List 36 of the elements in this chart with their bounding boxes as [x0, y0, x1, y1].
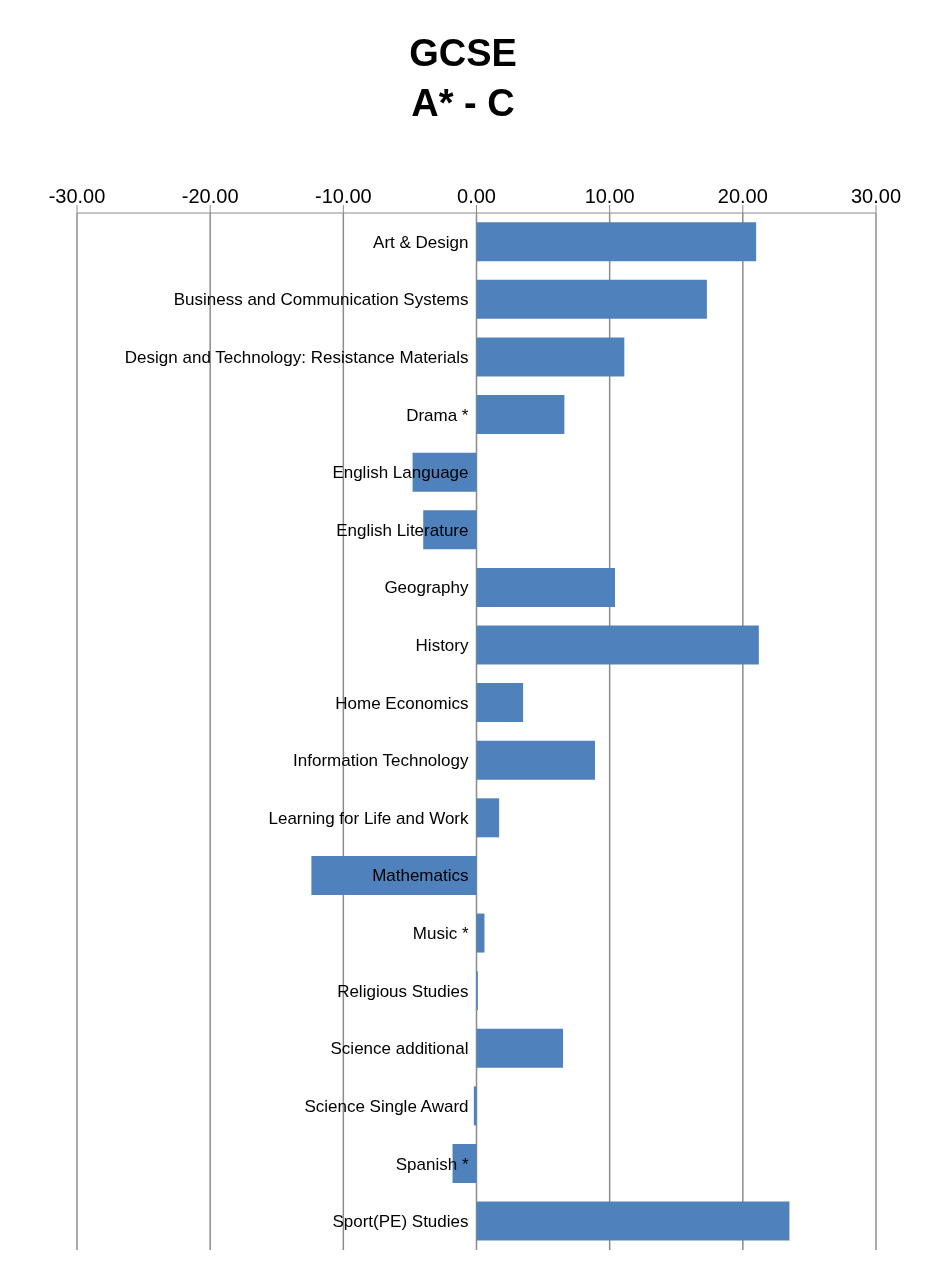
x-tick-label: -30.00	[48, 185, 106, 207]
x-tick-label: 0.00	[457, 185, 496, 207]
y-tick-label: Science Single Award	[304, 1096, 469, 1116]
bar	[311, 855, 477, 895]
bar	[473, 1086, 477, 1126]
y-tick-label: History	[415, 636, 469, 656]
y-tick-label: Learning for Life and Work	[268, 808, 469, 828]
y-tick-label: Home Economics	[335, 693, 469, 713]
x-tick-label: -10.00	[314, 185, 372, 207]
bar	[476, 1201, 790, 1241]
y-tick-label: Art & Design	[373, 232, 469, 252]
y-tick-label: Religious Studies	[337, 981, 469, 1001]
x-tick-label: 20.00	[717, 185, 768, 207]
bar	[476, 740, 596, 780]
bar	[476, 625, 759, 665]
x-tick-label: 30.00	[850, 185, 902, 207]
y-tick-label: Mathematics	[372, 866, 469, 886]
y-tick-label: Sport(PE) Studies	[332, 1212, 469, 1232]
bar	[476, 395, 565, 435]
y-tick-label: Geography	[384, 578, 469, 598]
bar	[476, 279, 707, 319]
x-tick-label: -20.00	[181, 185, 239, 207]
bar	[476, 683, 524, 723]
y-tick-label: Science additional	[330, 1039, 469, 1059]
bar	[476, 1028, 564, 1068]
bar	[476, 798, 500, 838]
bar	[476, 567, 615, 607]
y-tick-label: Music *	[412, 924, 469, 944]
bar	[476, 337, 625, 377]
y-tick-label: Design and Technology: Resistance Materials	[124, 347, 469, 367]
y-tick-label: Business and Communication Systems	[173, 290, 469, 310]
y-tick-label: Information Technology	[293, 751, 469, 771]
bar	[476, 222, 757, 262]
y-tick-label: Drama *	[406, 405, 469, 425]
x-tick-label: 10.00	[584, 185, 635, 207]
chart-title: GCSE A* - C	[409, 31, 517, 126]
